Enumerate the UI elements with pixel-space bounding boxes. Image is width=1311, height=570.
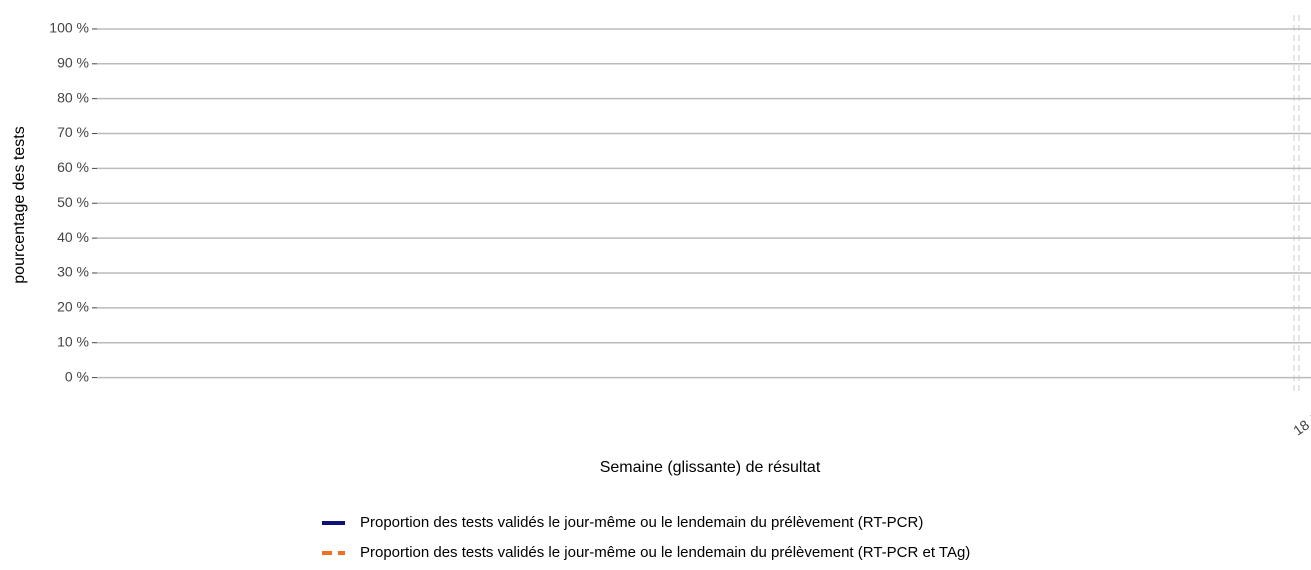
y-tick-label: 30 % <box>57 264 89 280</box>
y-tick-label: 90 % <box>57 55 89 71</box>
y-tick-label: 0 % <box>65 368 89 384</box>
y-tick-label: 10 % <box>57 333 89 349</box>
y-tick-label: 40 % <box>57 229 89 245</box>
x-tick-label: 18 Jan <box>1290 401 1311 438</box>
y-tick-label: 20 % <box>57 299 89 315</box>
y-tick-label: 50 % <box>57 194 89 210</box>
y-tick-label: 100 % <box>49 20 89 36</box>
y-axis-title: pourcentage des tests <box>11 126 28 283</box>
y-tick-label: 60 % <box>57 159 89 175</box>
x-axis-title: Semaine (glissante) de résultat <box>600 459 821 476</box>
legend-text: Proportion des tests validés le jour-mêm… <box>360 514 923 531</box>
y-tick-label: 70 % <box>57 124 89 140</box>
legend-text: Proportion des tests validés le jour-mêm… <box>360 544 970 561</box>
y-tick-label: 80 % <box>57 89 89 105</box>
